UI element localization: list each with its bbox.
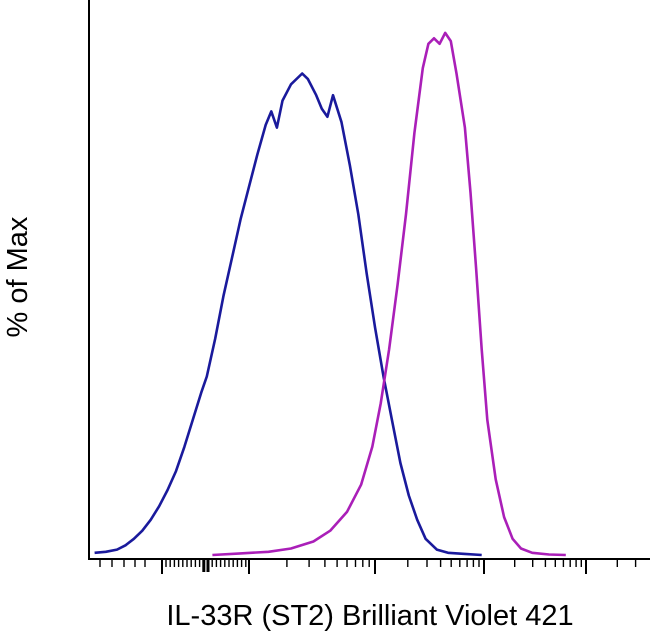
x-axis-title: IL-33R (ST2) Brilliant Violet 421 — [166, 600, 573, 632]
y-axis-title: % of Max — [2, 216, 34, 337]
series-line-isotype — [94, 72, 482, 557]
series-line-stained — [212, 31, 566, 557]
x-axis-ticks — [99, 560, 637, 574]
series-layer — [94, 31, 566, 557]
plot-area — [88, 0, 650, 574]
